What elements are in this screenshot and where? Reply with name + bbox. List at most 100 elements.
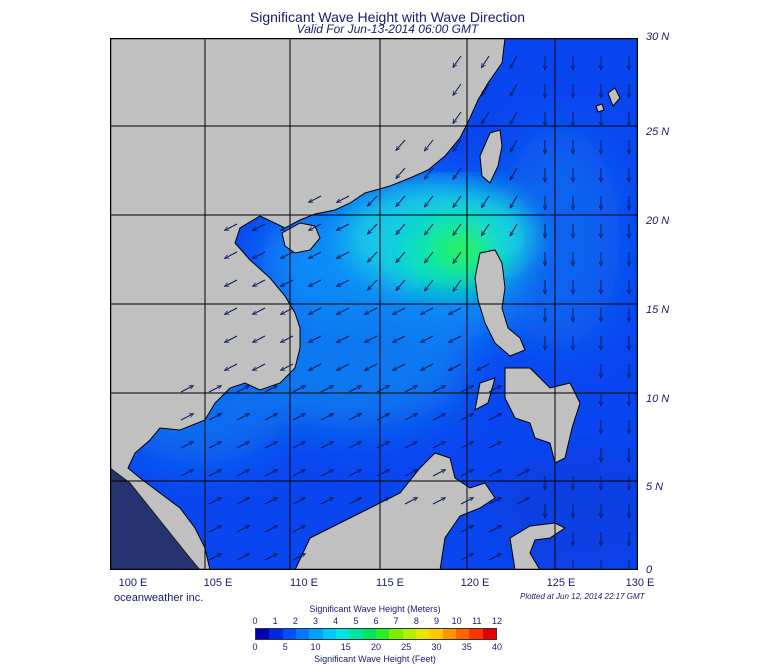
lon-label-120: 120 E xyxy=(460,577,490,589)
meter-tick-label: 10 xyxy=(451,616,462,626)
wave-direction-arrow xyxy=(264,441,278,449)
wave-direction-arrow xyxy=(449,363,462,371)
colorbar-swatch xyxy=(309,629,323,639)
wave-direction-arrow xyxy=(264,385,278,393)
plotted-note: Plotted at Jun 12, 2014 22:17 GMT xyxy=(520,592,645,601)
wave-direction-arrow xyxy=(292,553,306,561)
land-sulawesi xyxy=(509,522,566,570)
wave-direction-arrow xyxy=(365,307,378,315)
wave-direction-arrow xyxy=(281,251,294,259)
wave-direction-arrow xyxy=(481,55,490,68)
lon-grid xyxy=(110,38,556,570)
wave-direction-arrow xyxy=(449,307,462,315)
wave-direction-arrow xyxy=(460,469,474,477)
wave-direction-arrow xyxy=(253,363,266,371)
lat-label-5: 5 N xyxy=(646,481,664,493)
wave-direction-arrow xyxy=(225,363,238,371)
wave-direction-arrow xyxy=(236,441,250,449)
colorbar-title-meters: Significant Wave Height (Meters) xyxy=(309,604,441,614)
wave-direction-arrow xyxy=(180,469,194,477)
wave-direction-arrow xyxy=(292,497,306,505)
wave-direction-arrow xyxy=(393,335,406,343)
wave-direction-arrow xyxy=(180,441,194,449)
wave-direction-arrow xyxy=(264,553,278,561)
colorbar-swatch xyxy=(442,629,456,639)
land-ryukyu xyxy=(595,87,621,113)
wave-direction-arrow xyxy=(337,195,350,203)
colorbar-swatch xyxy=(469,629,483,639)
wave-direction-arrow xyxy=(253,279,266,287)
wave-direction-arrow xyxy=(509,195,518,208)
wave-direction-arrow xyxy=(421,335,434,343)
wave-direction-arrow xyxy=(396,251,406,263)
wave-direction-arrow xyxy=(421,307,434,315)
wave-direction-arrow xyxy=(292,469,306,477)
colorbar-swatch xyxy=(295,629,310,639)
feet-tick-label: 25 xyxy=(401,642,412,652)
wave-direction-arrow xyxy=(460,553,474,561)
wave-direction-arrow xyxy=(432,497,446,505)
wave-direction-arrow xyxy=(481,195,490,208)
meter-tick-label: 11 xyxy=(472,616,482,626)
colorbar-swatch xyxy=(256,629,270,639)
wave-direction-arrow xyxy=(208,385,222,393)
wave-direction-arrow xyxy=(264,497,278,505)
wave-direction-arrow xyxy=(309,363,322,371)
wave-direction-arrow xyxy=(208,497,222,505)
colorbar-swatch xyxy=(349,629,363,639)
wave-direction-arrow xyxy=(337,363,350,371)
wave-direction-arrow xyxy=(516,497,530,505)
wave-direction-arrow xyxy=(396,279,406,291)
wave-direction-arrow xyxy=(404,385,418,393)
wave-direction-arrow xyxy=(264,469,278,477)
wave-direction-arrow xyxy=(376,385,390,393)
meter-tick-label: 3 xyxy=(312,616,318,626)
colorbar-swatch xyxy=(322,629,336,639)
wave-direction-arrow xyxy=(281,335,294,343)
wave-direction-arrow xyxy=(460,441,474,449)
lat-label-10: 10 N xyxy=(646,393,670,405)
wave-direction-arrow xyxy=(396,139,406,151)
meter-tick-label: 1 xyxy=(272,616,278,626)
lat-grid xyxy=(110,38,638,482)
meter-tick-label: 0 xyxy=(252,616,258,626)
lon-label-100: 100 E xyxy=(118,577,148,589)
lat-label-30: 30 N xyxy=(646,31,670,43)
wave-direction-arrow xyxy=(396,223,406,235)
colorbar-title-feet: Significant Wave Height (Feet) xyxy=(314,654,436,664)
wave-direction-arrow xyxy=(281,363,294,371)
wave-direction-arrow xyxy=(292,413,306,421)
colorbar-swatch xyxy=(362,629,376,639)
lat-label-15: 15 N xyxy=(646,304,670,316)
wave-direction-arrow xyxy=(404,441,418,449)
wave-direction-arrow xyxy=(348,385,362,393)
wave-direction-arrow xyxy=(225,307,238,315)
wave-map xyxy=(110,38,638,570)
colorbar-swatch xyxy=(429,629,443,639)
wave-direction-arrow xyxy=(367,195,378,206)
colorbar-swatch xyxy=(482,629,496,639)
meter-tick-label: 6 xyxy=(373,616,379,626)
wave-direction-arrow xyxy=(309,195,322,203)
meter-tick-label: 9 xyxy=(433,616,439,626)
feet-tick-label: 0 xyxy=(252,642,258,652)
wave-direction-arrow xyxy=(208,469,222,477)
wave-direction-arrow xyxy=(208,441,222,449)
land-taiwan xyxy=(479,129,503,184)
wave-direction-arrow xyxy=(453,195,462,207)
wave-direction-arrow xyxy=(509,223,518,236)
meter-tick-label: 8 xyxy=(413,616,419,626)
wave-direction-arrow xyxy=(453,55,462,67)
lat-label-0: 0 xyxy=(646,564,653,576)
wave-direction-arrow xyxy=(404,413,418,421)
wave-direction-arrow xyxy=(509,167,518,180)
lon-label-105: 105 E xyxy=(203,577,233,589)
wave-direction-arrow xyxy=(309,279,322,287)
wave-direction-arrow xyxy=(424,167,434,179)
wave-direction-arrow xyxy=(292,441,306,449)
wave-direction-arrow xyxy=(208,525,222,533)
wave-direction-arrow xyxy=(253,335,266,343)
feet-tick-label: 40 xyxy=(491,642,502,652)
feet-tick-label: 20 xyxy=(370,642,381,652)
lat-label-20: 20 N xyxy=(646,215,670,227)
